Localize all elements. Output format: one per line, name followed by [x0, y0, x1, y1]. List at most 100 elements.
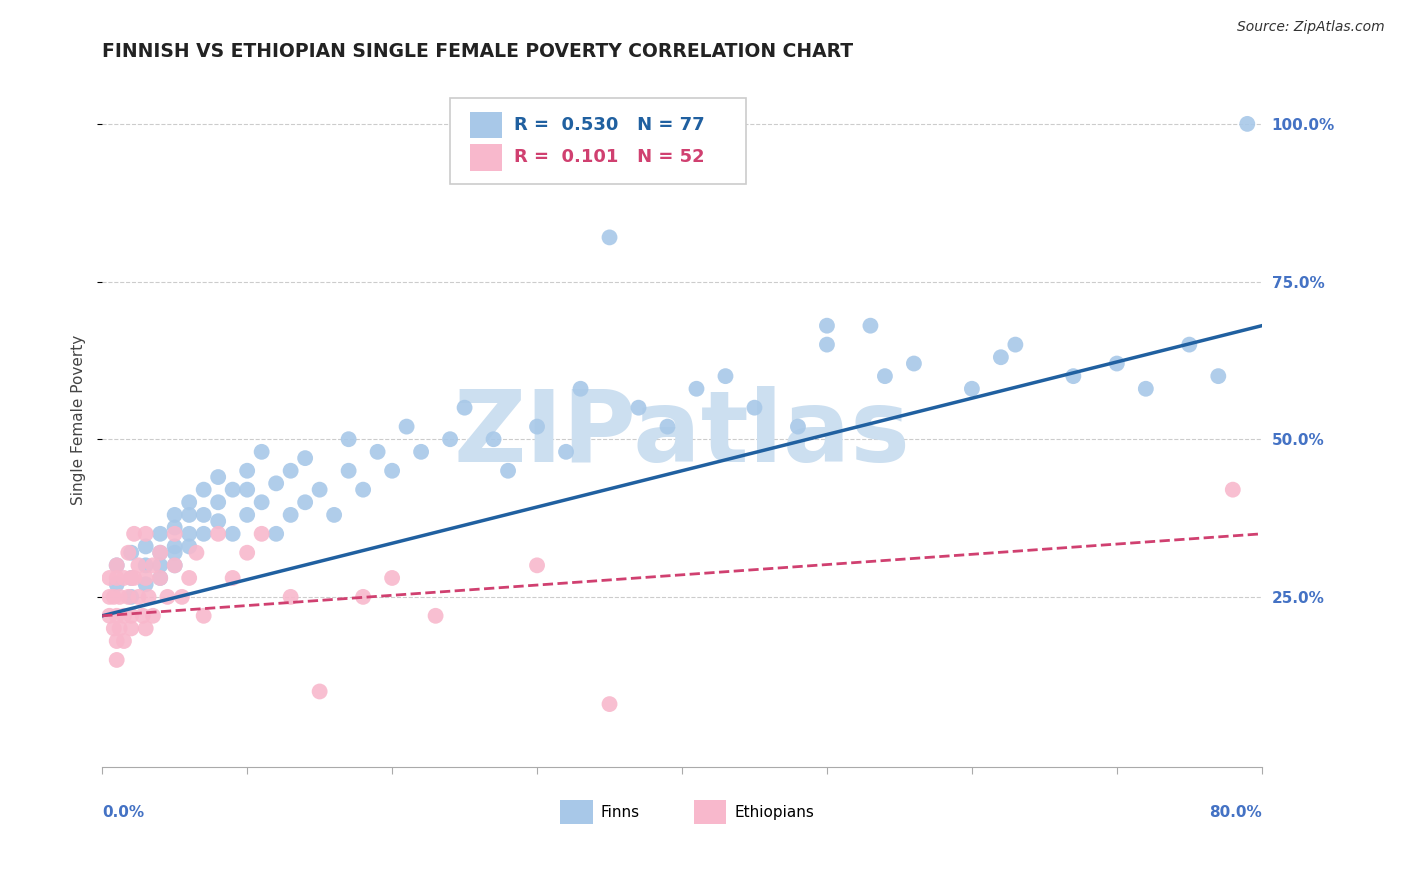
Point	[193, 608, 215, 623]
Point	[250, 526, 273, 541]
Point	[221, 571, 243, 585]
Point	[714, 369, 737, 384]
Point	[685, 382, 707, 396]
Text: FINNISH VS ETHIOPIAN SINGLE FEMALE POVERTY CORRELATION CHART: FINNISH VS ETHIOPIAN SINGLE FEMALE POVER…	[103, 42, 853, 61]
Point	[122, 526, 145, 541]
Point	[1178, 337, 1201, 351]
Point	[280, 590, 302, 604]
Point	[193, 508, 215, 522]
Point	[627, 401, 650, 415]
Point	[395, 419, 418, 434]
Point	[280, 508, 302, 522]
Point	[103, 590, 125, 604]
Point	[207, 526, 229, 541]
Point	[236, 508, 259, 522]
Point	[135, 540, 157, 554]
Point	[236, 546, 259, 560]
Point	[98, 571, 121, 585]
Point	[236, 483, 259, 497]
Point	[555, 445, 578, 459]
Point	[409, 445, 432, 459]
Point	[787, 419, 810, 434]
Point	[1062, 369, 1084, 384]
Point	[482, 432, 505, 446]
Point	[308, 684, 330, 698]
Text: Source: ZipAtlas.com: Source: ZipAtlas.com	[1237, 20, 1385, 34]
FancyBboxPatch shape	[470, 145, 502, 170]
Point	[599, 230, 621, 244]
Point	[142, 558, 165, 573]
FancyBboxPatch shape	[450, 98, 745, 185]
Point	[221, 526, 243, 541]
Text: Finns: Finns	[600, 805, 640, 820]
Text: Ethiopians: Ethiopians	[734, 805, 814, 820]
Point	[163, 508, 186, 522]
Point	[526, 419, 548, 434]
Text: R =  0.530   N = 77: R = 0.530 N = 77	[513, 116, 704, 134]
Point	[221, 483, 243, 497]
Point	[105, 571, 128, 585]
Point	[120, 608, 142, 623]
Point	[179, 526, 201, 541]
Point	[264, 526, 287, 541]
Point	[105, 653, 128, 667]
Point	[453, 401, 475, 415]
Point	[569, 382, 592, 396]
Point	[280, 464, 302, 478]
Point	[990, 350, 1012, 364]
Point	[1208, 369, 1230, 384]
Point	[425, 608, 447, 623]
Point	[103, 621, 125, 635]
Point	[381, 571, 404, 585]
Point	[135, 621, 157, 635]
Point	[149, 546, 172, 560]
Point	[98, 608, 121, 623]
Point	[138, 590, 160, 604]
Point	[1222, 483, 1244, 497]
Point	[526, 558, 548, 573]
Text: 80.0%: 80.0%	[1209, 805, 1261, 821]
Point	[120, 590, 142, 604]
Point	[873, 369, 896, 384]
Point	[112, 634, 135, 648]
Point	[127, 590, 149, 604]
Point	[149, 571, 172, 585]
Point	[179, 508, 201, 522]
Point	[193, 526, 215, 541]
Point	[657, 419, 679, 434]
Point	[149, 571, 172, 585]
Point	[599, 697, 621, 711]
Point	[122, 571, 145, 585]
Point	[120, 546, 142, 560]
Text: ZIPatlas: ZIPatlas	[454, 385, 911, 483]
Point	[105, 558, 128, 573]
Point	[163, 546, 186, 560]
Point	[308, 483, 330, 497]
Point	[112, 608, 135, 623]
Point	[149, 526, 172, 541]
Point	[120, 571, 142, 585]
Point	[179, 540, 201, 554]
Point	[250, 495, 273, 509]
Point	[352, 483, 374, 497]
Point	[156, 590, 179, 604]
Point	[117, 546, 139, 560]
Point	[367, 445, 389, 459]
Point	[163, 520, 186, 534]
Point	[149, 558, 172, 573]
Y-axis label: Single Female Poverty: Single Female Poverty	[72, 335, 86, 506]
Point	[903, 357, 925, 371]
Point	[337, 432, 360, 446]
Point	[142, 608, 165, 623]
Point	[170, 590, 193, 604]
Point	[179, 571, 201, 585]
Point	[960, 382, 983, 396]
Point	[163, 558, 186, 573]
Point	[163, 540, 186, 554]
FancyBboxPatch shape	[560, 800, 593, 824]
Point	[120, 571, 142, 585]
FancyBboxPatch shape	[693, 800, 725, 824]
Point	[105, 558, 128, 573]
Point	[207, 470, 229, 484]
Point	[1105, 357, 1128, 371]
